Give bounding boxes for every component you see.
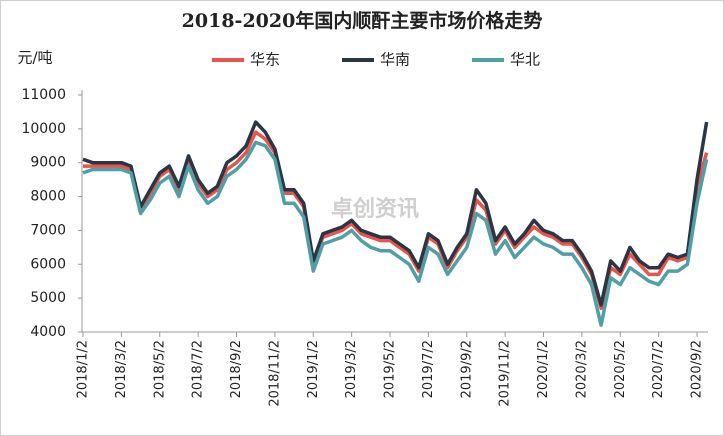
y-tick-label: 9000	[30, 155, 66, 171]
x-tick-label: 2018/5/2	[152, 340, 167, 398]
x-tick-label: 2019/3/2	[344, 340, 359, 398]
y-tick-label: 7000	[30, 222, 66, 238]
x-tick-label: 2019/5/2	[383, 340, 398, 398]
x-tick-label: 2018/7/2	[191, 340, 206, 398]
y-tick-label: 4000	[30, 324, 66, 340]
series-line	[82, 140, 709, 327]
series-line	[82, 120, 709, 307]
y-tick-label: 8000	[30, 189, 66, 205]
x-tick-label: 2020/7/2	[651, 340, 666, 398]
x-tick-label: 2019/11/2	[498, 340, 513, 407]
y-tick-label: 11000	[21, 87, 66, 103]
x-tick-label: 2019/9/2	[459, 340, 474, 398]
y-tick-label: 5000	[30, 290, 66, 306]
x-tick-label: 2019/7/2	[421, 340, 436, 398]
x-tick-label: 2018/9/2	[229, 340, 244, 398]
x-tick-label: 2019/1/2	[306, 340, 321, 398]
y-axis-label: 元/吨	[17, 49, 52, 67]
x-tick-label: 2018/11/2	[267, 340, 282, 407]
x-tick-label: 2020/9/2	[690, 340, 705, 398]
legend-label: 华东	[250, 51, 280, 69]
x-tick-label: 2018/1/2	[76, 340, 91, 398]
y-tick-label: 6000	[30, 256, 66, 272]
legend-label: 华南	[380, 51, 410, 69]
watermark: 卓创资讯	[331, 197, 419, 222]
x-tick-label: 2020/3/2	[574, 340, 589, 398]
x-tick-label: 2020/1/2	[536, 340, 551, 398]
y-tick-label: 10000	[21, 121, 66, 137]
x-tick-label: 2020/5/2	[613, 340, 628, 398]
chart-title: 2018-2020年国内顺酐主要市场价格走势	[182, 9, 543, 32]
x-tick-label: 2018/3/2	[114, 340, 129, 398]
legend-label: 华北	[510, 51, 540, 69]
